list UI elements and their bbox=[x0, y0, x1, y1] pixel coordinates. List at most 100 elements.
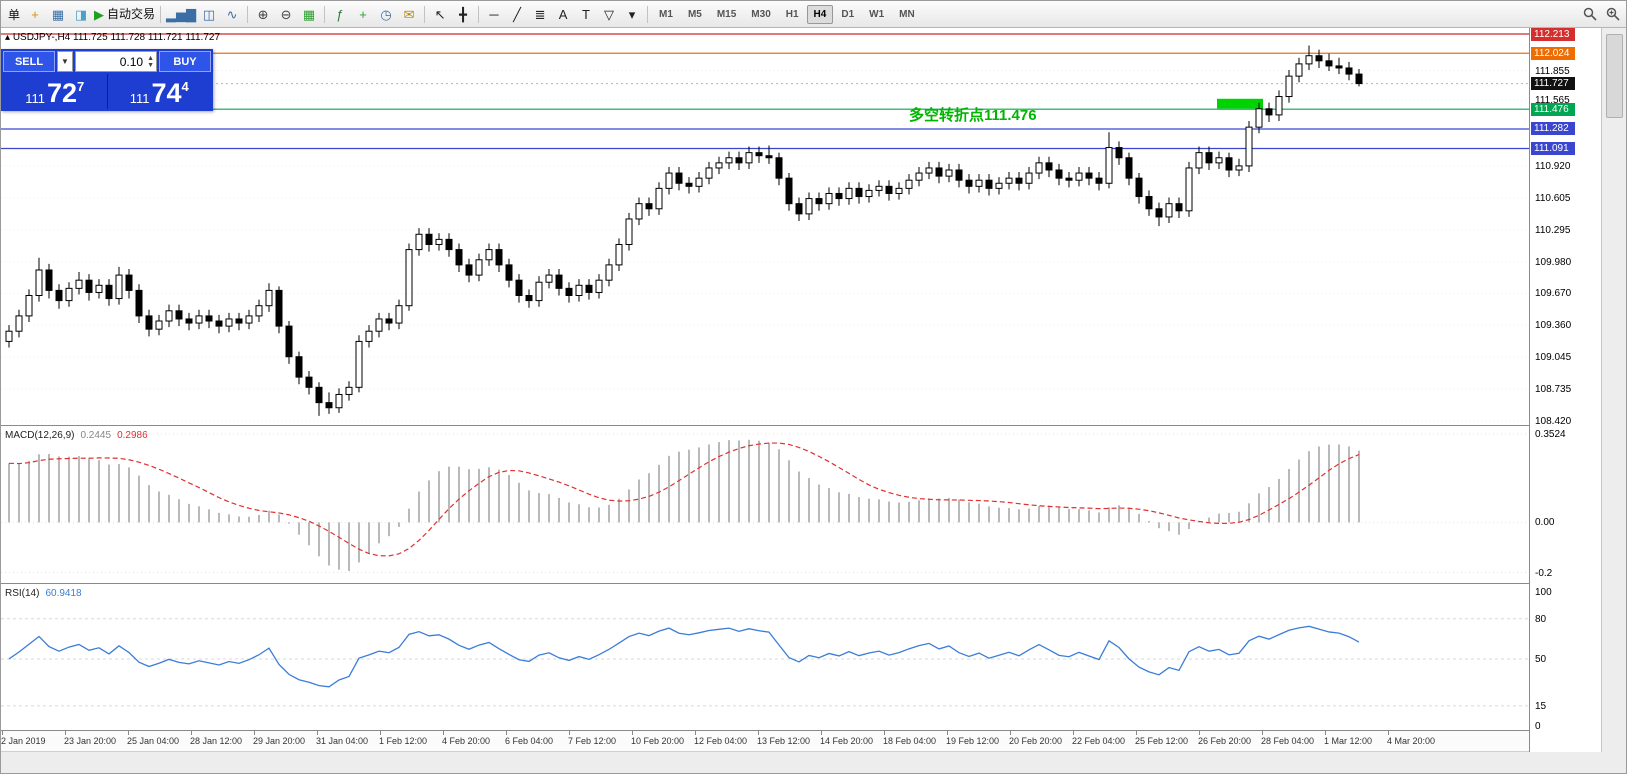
candle bbox=[545, 268, 553, 289]
time-label: 29 Jan 20:00 bbox=[253, 736, 306, 746]
sell-button[interactable]: SELL bbox=[3, 51, 55, 72]
timeframe-d1[interactable]: D1 bbox=[841, 8, 855, 20]
candle bbox=[1025, 166, 1033, 190]
candle bbox=[445, 233, 453, 257]
ask-main: 74 bbox=[151, 78, 182, 108]
candle bbox=[575, 279, 583, 302]
time-label: 10 Feb 20:00 bbox=[631, 736, 685, 746]
buy-button[interactable]: BUY bbox=[159, 51, 211, 72]
price-tick-label: 109.670 bbox=[1535, 288, 1572, 300]
toolbar-separator bbox=[160, 5, 162, 23]
highlight-bar[interactable] bbox=[1217, 98, 1263, 109]
chart-title: ▴ USDJPY-,H4 111.725 111.728 111.721 111… bbox=[5, 32, 220, 43]
time-tick bbox=[884, 731, 885, 735]
add-indicator-icon-glyph: + bbox=[359, 6, 367, 22]
candle bbox=[665, 166, 673, 195]
time-axis[interactable]: 2 Jan 2019 23 Jan 20:00 25 Jan 04:00 28 Jan… bbox=[1, 731, 1529, 752]
timeframe-m30[interactable]: M30 bbox=[751, 8, 771, 20]
candle bbox=[955, 163, 963, 188]
line-chart-icon[interactable]: ∿ bbox=[221, 4, 243, 25]
candle bbox=[1275, 90, 1283, 122]
scrollbar-thumb[interactable] bbox=[1606, 34, 1623, 118]
candle bbox=[695, 172, 703, 193]
macd-scale-label: -0.2 bbox=[1535, 567, 1553, 579]
ask-price[interactable]: 111 74 4 bbox=[108, 74, 212, 109]
volume-preset-dropdown[interactable]: ▼ bbox=[57, 51, 73, 72]
text-tool-icon[interactable]: A bbox=[552, 4, 574, 25]
autotrade-button-glyph: ▶ bbox=[94, 6, 105, 22]
timeframe-m5[interactable]: M5 bbox=[687, 8, 702, 20]
candle bbox=[295, 351, 303, 385]
candle bbox=[1145, 190, 1153, 216]
charts-grid-icon[interactable]: ▦ bbox=[47, 4, 69, 25]
cursor-icon[interactable]: ↖ bbox=[429, 4, 451, 25]
candle bbox=[525, 289, 533, 308]
add-indicator-icon[interactable]: + bbox=[352, 4, 374, 25]
candle bbox=[965, 174, 973, 194]
fibonacci-icon[interactable]: ≣ bbox=[529, 4, 551, 25]
crosshair-icon[interactable]: ╋ bbox=[452, 4, 474, 25]
new-order-icon[interactable]: + bbox=[24, 4, 46, 25]
stepper-up-icon[interactable]: ▲ bbox=[147, 54, 154, 62]
bar-chart-icon[interactable]: ▂▅▇ bbox=[165, 4, 197, 25]
candle bbox=[1085, 166, 1093, 186]
price-tick-label: 109.360 bbox=[1535, 320, 1572, 332]
candlestick-chart[interactable] bbox=[1, 28, 1529, 425]
autotrade-button[interactable]: ▶ 自动交易 bbox=[93, 4, 156, 25]
rsi-label: RSI(14) bbox=[5, 588, 40, 599]
price-divider bbox=[106, 74, 108, 109]
chart-symbol-icon: ▴ bbox=[5, 32, 11, 43]
volume-stepper[interactable]: ▲ ▼ bbox=[145, 55, 156, 69]
timeframe-mn[interactable]: MN bbox=[899, 8, 915, 20]
order-menu-button[interactable]: 单 bbox=[8, 7, 21, 22]
price-axis[interactable]: 111.855 111.565 110.920 110.605 110.295 109.9… bbox=[1529, 27, 1601, 752]
rsi-indicator-panel[interactable]: RSI(14) 60.9418 bbox=[1, 584, 1529, 731]
zoom-out-icon[interactable]: ⊖ bbox=[275, 4, 297, 25]
price-chart-panel[interactable]: ▴ USDJPY-,H4 111.725 111.728 111.721 111… bbox=[1, 28, 1529, 426]
arrows-dropdown-icon[interactable]: ▾ bbox=[621, 4, 643, 25]
timeframe-m1[interactable]: M1 bbox=[659, 8, 673, 20]
candle bbox=[385, 312, 393, 331]
price-badge: 112.213 bbox=[1531, 27, 1575, 41]
horizontal-line-icon[interactable]: ─ bbox=[483, 4, 505, 25]
volume-input[interactable] bbox=[76, 54, 146, 69]
indicators-icon[interactable]: ƒ bbox=[329, 4, 351, 25]
shapes-icon[interactable]: ▽ bbox=[598, 4, 620, 25]
profile-icon[interactable]: ◨ bbox=[70, 4, 92, 25]
chevron-down-icon: ▼ bbox=[61, 57, 69, 66]
candle bbox=[885, 180, 893, 201]
trendline-icon[interactable]: ╱ bbox=[506, 4, 528, 25]
candle bbox=[15, 309, 23, 338]
timeframe-w1[interactable]: W1 bbox=[869, 8, 885, 20]
stepper-down-icon[interactable]: ▼ bbox=[147, 61, 154, 69]
search-icon[interactable] bbox=[1579, 4, 1601, 25]
candle bbox=[55, 284, 63, 309]
candle bbox=[1285, 70, 1293, 103]
search-glyph bbox=[1583, 7, 1597, 21]
right-scrollbar-track bbox=[1601, 28, 1626, 752]
macd-signal-value: 0.2986 bbox=[117, 430, 148, 441]
candle bbox=[925, 161, 933, 180]
candle bbox=[35, 257, 43, 302]
news-mail-icon[interactable]: ✉ bbox=[398, 4, 420, 25]
timeframe-h1[interactable]: H1 bbox=[785, 8, 799, 20]
timeframe-m15[interactable]: M15 bbox=[716, 8, 737, 20]
time-tick bbox=[254, 731, 255, 735]
candle bbox=[755, 146, 763, 163]
search-symbol-icon[interactable] bbox=[1602, 4, 1624, 25]
macd-indicator-panel[interactable]: MACD(12,26,9) 0.2445 0.2986 bbox=[1, 426, 1529, 584]
label-tool-icon[interactable]: T bbox=[575, 4, 597, 25]
candle bbox=[145, 309, 153, 337]
timeframe-h4[interactable]: H4 bbox=[806, 4, 834, 24]
bid-price[interactable]: 111 72 7 bbox=[3, 74, 107, 109]
zoom-in-icon[interactable]: ⊕ bbox=[252, 4, 274, 25]
period-clock-icon[interactable]: ◷ bbox=[375, 4, 397, 25]
bid-prefix: 111 bbox=[25, 91, 45, 106]
time-tick bbox=[1388, 731, 1389, 735]
candle bbox=[1175, 197, 1183, 218]
candle bbox=[415, 228, 423, 256]
candlestick-chart-icon[interactable]: ◫ bbox=[198, 4, 220, 25]
tile-windows-icon[interactable]: ▦ bbox=[298, 4, 320, 25]
zoom-out-icon-glyph: ⊖ bbox=[280, 6, 292, 22]
bar-chart-icon-glyph: ▂▅▇ bbox=[166, 6, 197, 22]
